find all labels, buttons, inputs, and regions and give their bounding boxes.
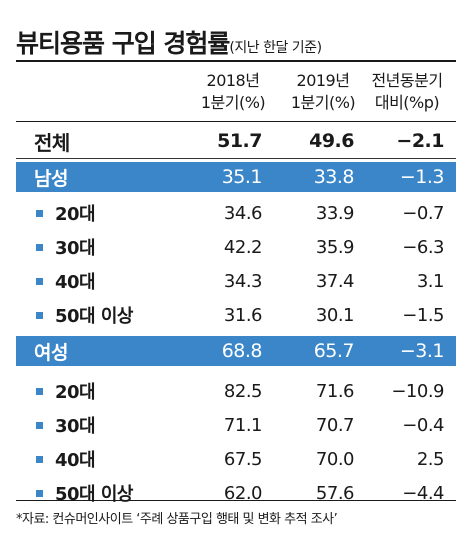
cell-value: 71.1	[223, 414, 263, 436]
cell-value: −1.5	[402, 304, 444, 326]
group-row: 남성 35.1 33.8 −1.3	[16, 162, 456, 192]
cell-value: −3.1	[399, 340, 445, 362]
col-head-2019: 2019년 1분기(%)	[268, 70, 378, 114]
row-label: 40대	[16, 268, 180, 294]
square-bullet-icon	[36, 209, 43, 217]
cell-value: 71.6	[315, 380, 355, 402]
table-row: 20대 82.5 71.6 −10.9	[16, 374, 456, 408]
cell-value: 33.8	[313, 166, 355, 188]
title-subtitle: (지난 한달 기준)	[229, 40, 322, 56]
cell-value: 70.0	[315, 448, 355, 470]
total-separator	[16, 158, 456, 159]
cell-value: 51.7	[217, 130, 262, 152]
row-label-text: 30대	[55, 238, 96, 259]
row-label-text: 여성	[34, 341, 68, 364]
table-row: 30대 42.2 35.9 −6.3	[16, 230, 456, 264]
cell-value: 70.7	[315, 414, 355, 436]
cell-value: −0.4	[402, 414, 444, 436]
row-label-text: 50대 이상	[55, 484, 134, 505]
cell-value: 42.2	[223, 236, 263, 258]
table-row: 20대 34.6 33.9 −0.7	[16, 196, 456, 230]
row-label: 50대 이상	[16, 302, 180, 328]
title-main: 뷰티용품 구입 경험률	[16, 29, 230, 58]
row-label-text: 40대	[55, 272, 96, 293]
cell-value: 49.6	[309, 130, 354, 152]
square-bullet-icon	[36, 489, 43, 497]
cell-value: −4.4	[402, 482, 444, 504]
cell-value: 65.7	[313, 340, 355, 362]
row-label-text: 전체	[34, 130, 70, 155]
row-label: 여성	[16, 338, 180, 365]
cell-value: 35.1	[221, 166, 263, 188]
total-row: 전체 51.7 49.6 −2.1	[16, 124, 456, 158]
col-head-2019-line1: 2019년	[296, 71, 350, 90]
cell-value: −2.1	[396, 130, 444, 152]
row-label-text: 20대	[55, 204, 96, 225]
square-bullet-icon	[36, 421, 43, 429]
col-head-2018: 2018년 1분기(%)	[178, 70, 288, 114]
cell-value: 82.5	[223, 380, 263, 402]
cell-value: 35.9	[315, 236, 355, 258]
row-label-text: 50대 이상	[55, 306, 134, 327]
col-head-change-line1: 전년동분기	[371, 71, 443, 90]
cell-value: 34.6	[223, 202, 263, 224]
table-row: 40대 67.5 70.0 2.5	[16, 442, 456, 476]
row-label: 20대	[16, 200, 180, 226]
col-head-change-line2: 대비(%p)	[374, 93, 440, 112]
cell-value: −6.3	[402, 236, 444, 258]
cell-value: 57.6	[315, 482, 355, 504]
cell-value: 68.8	[221, 340, 263, 362]
row-label: 40대	[16, 446, 180, 472]
cell-value: 34.3	[223, 270, 263, 292]
table-row: 40대 34.3 37.4 3.1	[16, 264, 456, 298]
cell-value: 62.0	[223, 482, 263, 504]
row-label-text: 30대	[55, 416, 96, 437]
square-bullet-icon	[36, 387, 43, 395]
col-head-2018-line2: 1분기(%)	[200, 93, 266, 112]
cell-value: −10.9	[391, 380, 444, 402]
row-label: 20대	[16, 378, 180, 404]
cell-value: −0.7	[402, 202, 444, 224]
row-label: 30대	[16, 412, 180, 438]
square-bullet-icon	[36, 311, 43, 319]
header-rule	[16, 121, 456, 122]
chart-title: 뷰티용품 구입 경험률(지난 한달 기준)	[16, 24, 322, 60]
table-row: 50대 이상 62.0 57.6 −4.4	[16, 476, 456, 510]
row-label: 전체	[16, 127, 180, 156]
cell-value: 3.1	[416, 270, 445, 292]
cell-value: 31.6	[223, 304, 263, 326]
cell-value: 2.5	[416, 448, 445, 470]
table-row: 50대 이상 31.6 30.1 −1.5	[16, 298, 456, 332]
row-label-text: 남성	[34, 167, 68, 190]
row-label: 남성	[16, 164, 180, 191]
cell-value: 33.9	[315, 202, 355, 224]
table-row: 30대 71.1 70.7 −0.4	[16, 408, 456, 442]
row-label-text: 40대	[55, 450, 96, 471]
col-head-change: 전년동분기 대비(%p)	[352, 70, 462, 114]
row-label: 30대	[16, 234, 180, 260]
footer-rule	[16, 500, 456, 501]
cell-value: −1.3	[399, 166, 445, 188]
group-row: 여성 68.8 65.7 −3.1	[16, 336, 456, 366]
col-head-2018-line1: 2018년	[206, 71, 260, 90]
row-label-text: 20대	[55, 382, 96, 403]
cell-value: 37.4	[315, 270, 355, 292]
cell-value: 30.1	[315, 304, 355, 326]
title-rule	[16, 60, 456, 62]
square-bullet-icon	[36, 455, 43, 463]
square-bullet-icon	[36, 243, 43, 251]
source-note: *자료: 컨슈머인사이트 ‘주례 상품구입 행태 및 변화 추적 조사’	[16, 512, 338, 527]
square-bullet-icon	[36, 277, 43, 285]
row-label: 50대 이상	[16, 480, 180, 506]
cell-value: 67.5	[223, 448, 263, 470]
col-head-2019-line2: 1분기(%)	[290, 93, 356, 112]
